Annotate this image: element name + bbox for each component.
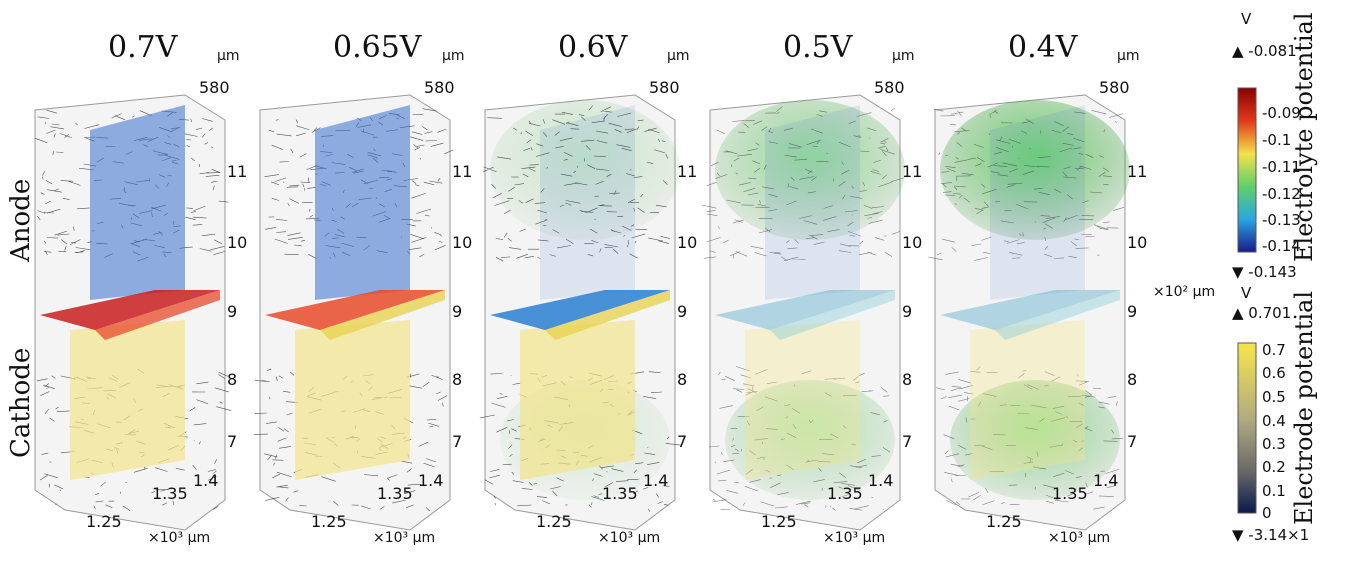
x-tick: 1.35 <box>602 484 638 503</box>
z-tick: 8 <box>227 370 238 389</box>
z-tick: 9 <box>452 302 463 321</box>
z-tick: 11 <box>677 162 698 181</box>
z-tick: 10 <box>902 233 923 252</box>
z-tick: 9 <box>227 302 238 321</box>
electrolyte-max-label: ▲ -0.081 <box>1232 42 1297 60</box>
z-tick: 8 <box>677 370 688 389</box>
electrode-colorbar <box>1237 342 1257 514</box>
panel-title: 0.65V <box>333 30 422 65</box>
x-tick: 1.35 <box>152 484 188 503</box>
z-tick: 11 <box>902 162 923 181</box>
electrode-tick: 0.5 <box>1262 388 1286 406</box>
x-tick: 1.4 <box>1093 471 1119 490</box>
electrode-tick: 0.6 <box>1262 364 1286 382</box>
x-axis-unit: ×10³ μm <box>373 530 436 546</box>
electrolyte-colorbar <box>1237 87 1257 253</box>
x-axis-unit: ×10³ μm <box>1048 530 1111 546</box>
z-axis-unit: ×10² μm <box>1153 284 1216 300</box>
panel-title: 0.7V <box>108 30 178 65</box>
electrode-colorbar-title: Electrode potential <box>1290 290 1318 525</box>
z-tick: 10 <box>452 233 473 252</box>
axis-unit: μm <box>1117 48 1140 64</box>
axis-unit: μm <box>892 48 915 64</box>
electrode-tick: 0 <box>1262 504 1272 522</box>
z-tick: 7 <box>677 432 688 451</box>
z-top-tick: 580 <box>424 78 455 97</box>
tomography-panel <box>928 94 1130 531</box>
electrolyte-tick: -0.1 <box>1262 131 1292 149</box>
x-tick: 1.25 <box>986 512 1022 531</box>
z-tick: 7 <box>227 432 238 451</box>
x-tick: 1.35 <box>1052 484 1088 503</box>
panel-title: 0.4V <box>1008 30 1078 65</box>
z-tick: 8 <box>1127 370 1138 389</box>
x-tick: 1.25 <box>761 512 797 531</box>
z-top-tick: 580 <box>649 78 680 97</box>
z-tick: 7 <box>452 432 463 451</box>
x-tick: 1.4 <box>643 471 669 490</box>
electrolyte-tick: -0.14 <box>1262 237 1301 255</box>
z-tick: 9 <box>677 302 688 321</box>
tomography-panel <box>701 94 905 531</box>
x-tick: 1.35 <box>377 484 413 503</box>
z-top-tick: 580 <box>1099 78 1130 97</box>
electrolyte-tick: -0.09 <box>1262 104 1301 122</box>
axis-unit: μm <box>667 48 690 64</box>
panel-title: 0.5V <box>783 30 853 65</box>
axis-unit: μm <box>217 48 240 64</box>
z-tick: 8 <box>902 370 913 389</box>
electrode-tick: 0.1 <box>1262 482 1286 500</box>
electrode-tick: 0.2 <box>1262 458 1286 476</box>
tomography-panel <box>34 94 232 531</box>
electrolyte-colorbar-title: Electrolyte potential <box>1290 12 1318 262</box>
x-axis-unit: ×10³ μm <box>823 530 886 546</box>
z-tick: 7 <box>1127 432 1138 451</box>
z-top-tick: 580 <box>874 78 905 97</box>
x-tick: 1.4 <box>868 471 894 490</box>
z-tick: 11 <box>227 162 248 181</box>
electrode-min-label: ▼ -3.14×1 <box>1232 526 1310 544</box>
panel-title: 0.6V <box>558 30 628 65</box>
z-top-tick: 580 <box>199 78 230 97</box>
electrolyte-tick: -0.12 <box>1262 185 1301 203</box>
x-axis-unit: ×10³ μm <box>148 530 211 546</box>
x-tick: 1.25 <box>536 512 572 531</box>
electrolyte-tick: -0.11 <box>1262 158 1301 176</box>
z-tick: 10 <box>227 233 248 252</box>
tomography-panel <box>479 94 681 531</box>
z-tick: 9 <box>1127 302 1138 321</box>
z-tick: 7 <box>902 432 913 451</box>
z-tick: 11 <box>452 162 473 181</box>
tomography-panel <box>253 94 454 531</box>
x-tick: 1.4 <box>418 471 444 490</box>
x-tick: 1.35 <box>827 484 863 503</box>
electrode-tick: 0.7 <box>1262 341 1286 359</box>
x-axis-unit: ×10³ μm <box>598 530 661 546</box>
cathode-label: Cathode <box>6 347 36 458</box>
z-tick: 9 <box>902 302 913 321</box>
electrode-tick: 0.3 <box>1262 435 1286 453</box>
z-tick: 10 <box>677 233 698 252</box>
x-tick: 1.4 <box>193 471 219 490</box>
anode-label: Anode <box>6 178 36 262</box>
z-tick: 11 <box>1127 162 1148 181</box>
x-tick: 1.25 <box>311 512 347 531</box>
x-tick: 1.25 <box>86 512 122 531</box>
z-tick: 8 <box>452 370 463 389</box>
axis-unit: μm <box>442 48 465 64</box>
electrode-unit: V <box>1241 284 1252 302</box>
z-tick: 10 <box>1127 233 1148 252</box>
electrolyte-unit: V <box>1241 10 1252 28</box>
electrode-tick: 0.4 <box>1262 412 1286 430</box>
electrode-max-label: ▲ 0.701 <box>1232 304 1292 322</box>
electrolyte-tick: -0.13 <box>1262 211 1301 229</box>
electrolyte-min-label: ▼ -0.143 <box>1232 263 1297 281</box>
